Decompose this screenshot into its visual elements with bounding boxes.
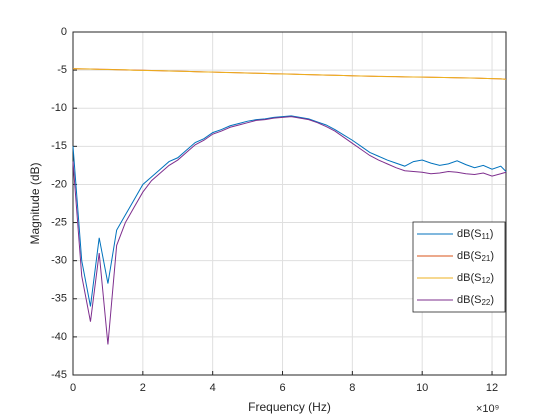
x-tick-label: 6 bbox=[279, 382, 285, 394]
series-line bbox=[72, 115, 507, 307]
x-tick-label: 0 bbox=[70, 382, 76, 394]
y-tick-label: -30 bbox=[51, 255, 67, 267]
y-tick-label: -45 bbox=[51, 369, 67, 381]
axes-box bbox=[72, 31, 507, 376]
x-tick-label: 10 bbox=[416, 382, 428, 394]
y-tick-label: 0 bbox=[61, 26, 67, 38]
y-tick-label: -40 bbox=[51, 331, 67, 343]
y-tick-label: -5 bbox=[57, 64, 67, 76]
legend-label: dB(S11) bbox=[457, 228, 493, 241]
series-line bbox=[72, 68, 507, 80]
y-axis-label: Magnitude (dB) bbox=[28, 162, 42, 244]
plot-area bbox=[73, 32, 506, 375]
x-tick-label: 2 bbox=[140, 382, 146, 394]
x-tick-label: 8 bbox=[349, 382, 355, 394]
y-tick-label: -10 bbox=[51, 102, 67, 114]
y-tick-label: -20 bbox=[51, 178, 67, 190]
x-tick-label: 12 bbox=[486, 382, 498, 394]
legend-label: dB(S12) bbox=[457, 272, 494, 285]
legend-box bbox=[412, 221, 506, 313]
x-tick-label: 4 bbox=[210, 382, 216, 394]
y-tick-label: -25 bbox=[51, 216, 67, 228]
x-axis-label: Frequency (Hz) bbox=[248, 400, 331, 414]
y-tick-label: -15 bbox=[51, 140, 67, 152]
series-line bbox=[72, 116, 507, 345]
legend-label: dB(S22) bbox=[457, 294, 494, 307]
legend-label: dB(S21) bbox=[457, 250, 494, 263]
y-tick-label: -35 bbox=[51, 293, 67, 305]
x-multiplier: ×10⁹ bbox=[476, 403, 499, 415]
